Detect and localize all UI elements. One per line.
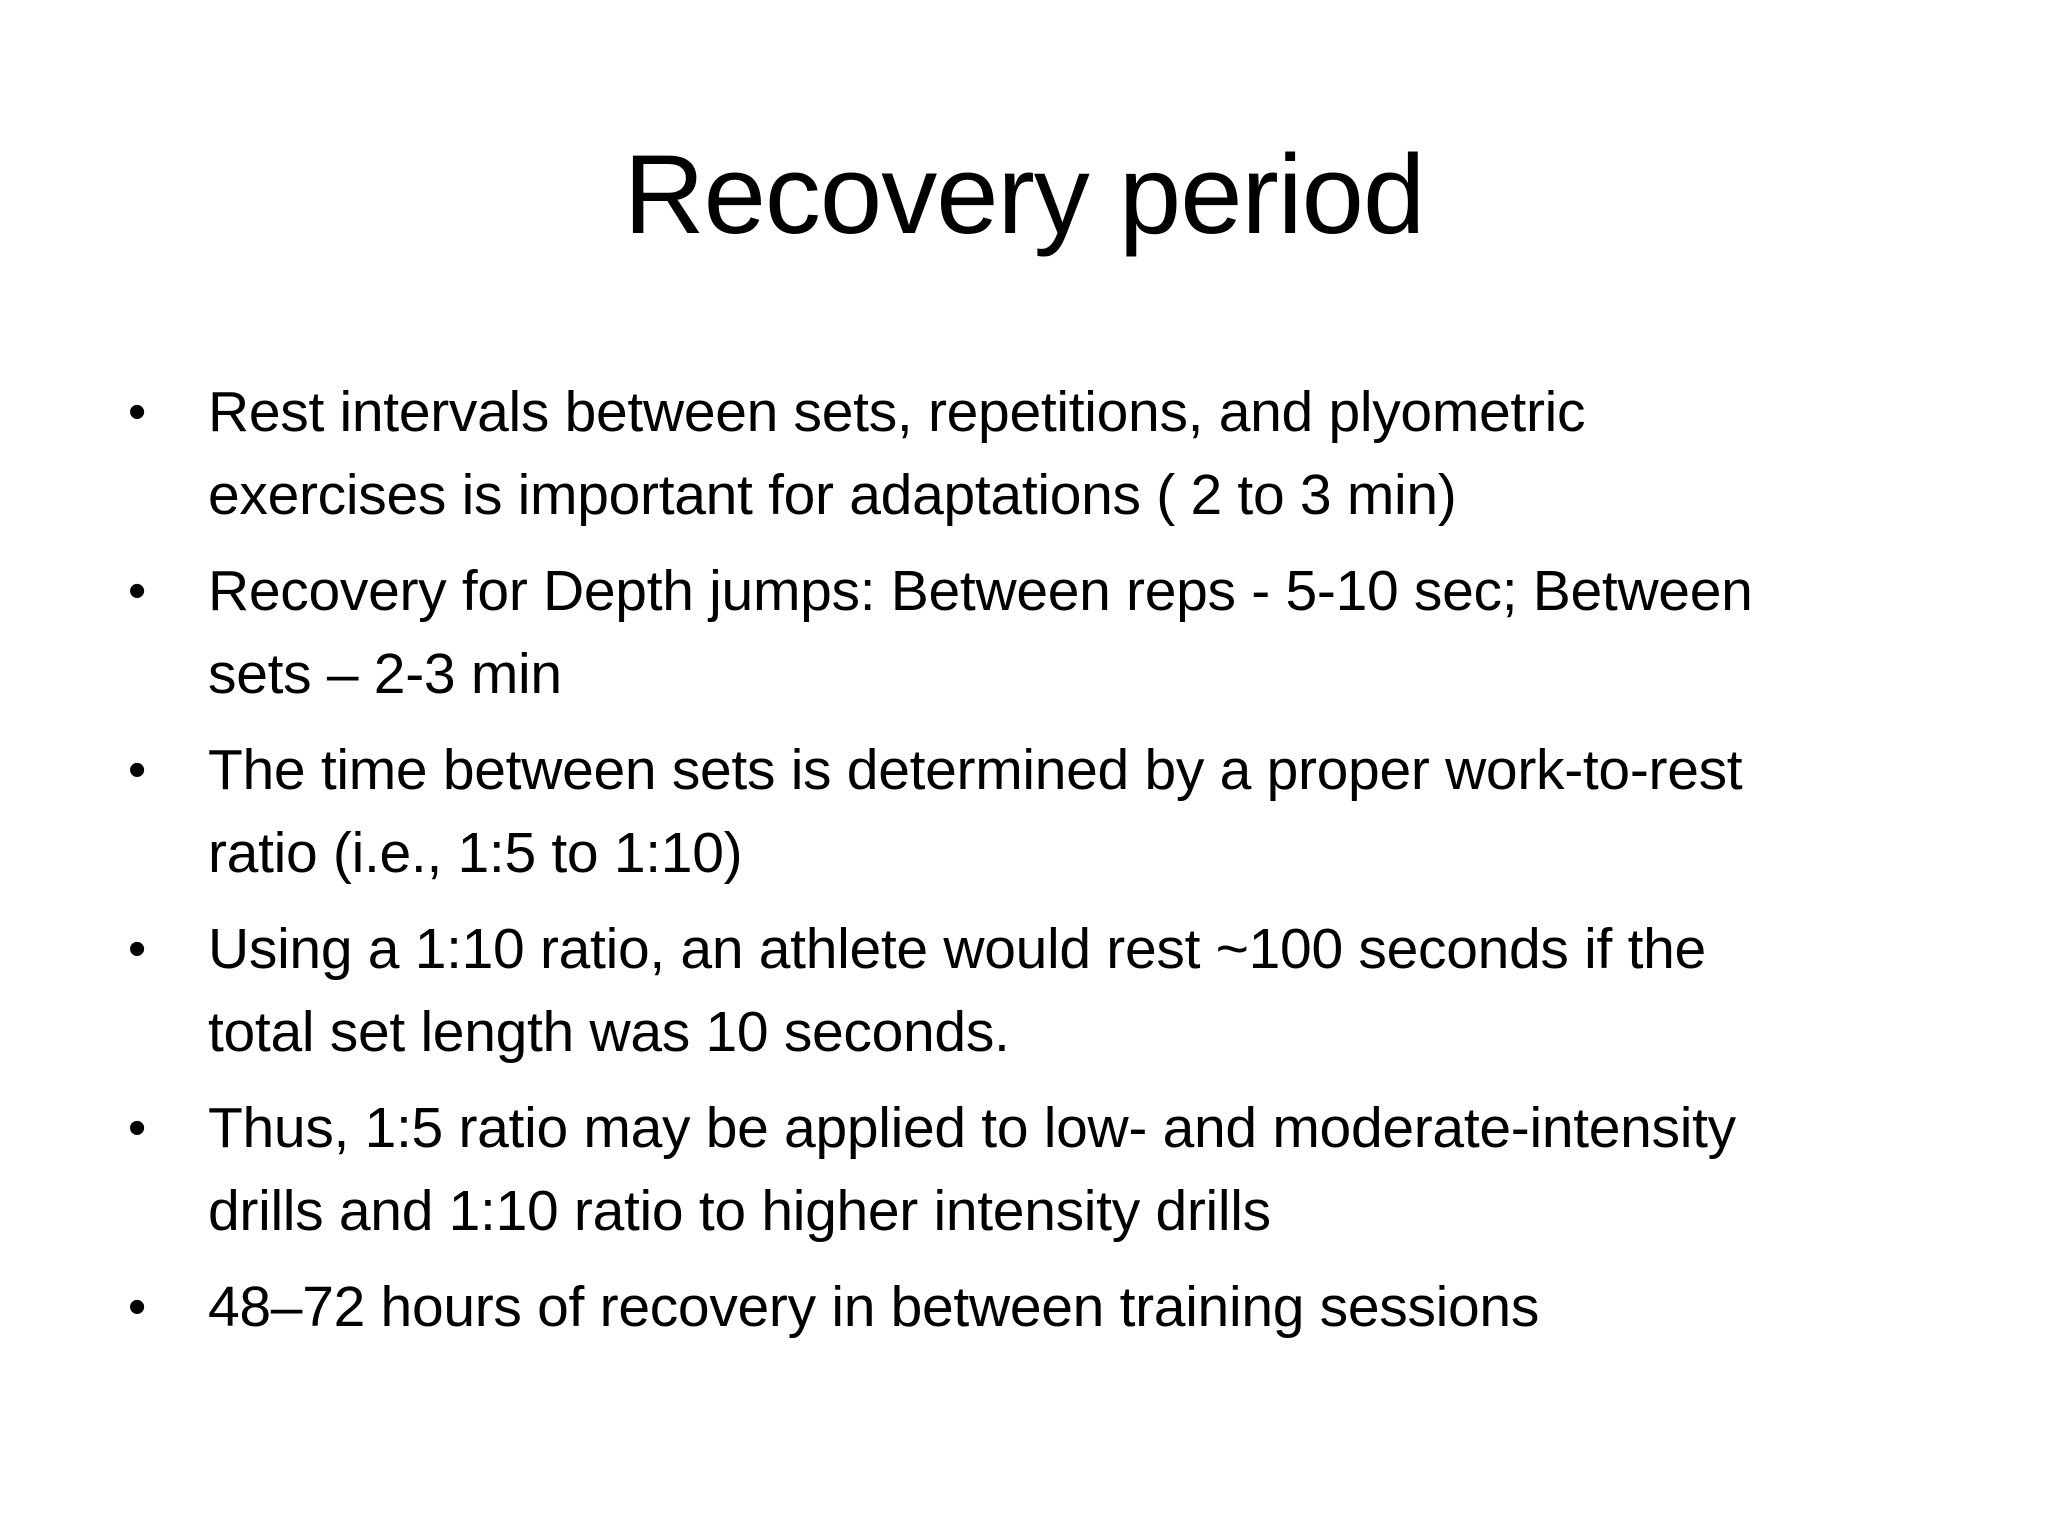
bullet-item: • The time between sets is determined by…: [128, 729, 1968, 895]
bullet-item: • Thus, 1:5 ratio may be applied to low-…: [128, 1087, 1968, 1253]
bullet-marker: •: [128, 741, 147, 799]
bullet-marker: •: [128, 1278, 147, 1336]
bullet-text: Thus, 1:5 ratio may be applied to low- a…: [208, 1087, 1968, 1253]
bullet-line: total set length was 10 seconds.: [208, 1000, 1010, 1064]
bullet-line: Using a 1:10 ratio, an athlete would res…: [208, 917, 1706, 981]
bullet-text: Using a 1:10 ratio, an athlete would res…: [208, 908, 1968, 1074]
bullet-line: 48–72 hours of recovery in between train…: [208, 1275, 1540, 1339]
bullet-text: Recovery for Depth jumps: Between reps -…: [208, 550, 1968, 716]
bullet-list: • Rest intervals between sets, repetitio…: [128, 371, 1968, 1362]
bullet-text: Rest intervals between sets, repetitions…: [208, 371, 1968, 537]
bullet-line: Rest intervals between sets, repetitions…: [208, 380, 1586, 444]
bullet-marker: •: [128, 1099, 147, 1157]
bullet-line: Recovery for Depth jumps: Between reps -…: [208, 559, 1753, 623]
bullet-line: ratio (i.e., 1:5 to 1:10): [208, 821, 743, 885]
bullet-line: drills and 1:10 ratio to higher intensit…: [208, 1179, 1271, 1243]
bullet-marker: •: [128, 562, 147, 620]
bullet-line: sets – 2-3 min: [208, 642, 562, 706]
bullet-text: The time between sets is determined by a…: [208, 729, 1968, 895]
bullet-line: exercises is important for adaptations (…: [208, 463, 1457, 527]
bullet-text: 48–72 hours of recovery in between train…: [208, 1266, 1968, 1349]
bullet-item: • Recovery for Depth jumps: Between reps…: [128, 550, 1968, 716]
bullet-line: The time between sets is determined by a…: [208, 738, 1743, 802]
bullet-line: Thus, 1:5 ratio may be applied to low- a…: [208, 1096, 1736, 1160]
bullet-item: • Rest intervals between sets, repetitio…: [128, 371, 1968, 537]
bullet-item: • Using a 1:10 ratio, an athlete would r…: [128, 908, 1968, 1074]
slide-title: Recovery period: [623, 132, 1426, 257]
bullet-marker: •: [128, 920, 147, 978]
bullet-marker: •: [128, 383, 147, 441]
bullet-item: • 48–72 hours of recovery in between tra…: [128, 1266, 1968, 1349]
